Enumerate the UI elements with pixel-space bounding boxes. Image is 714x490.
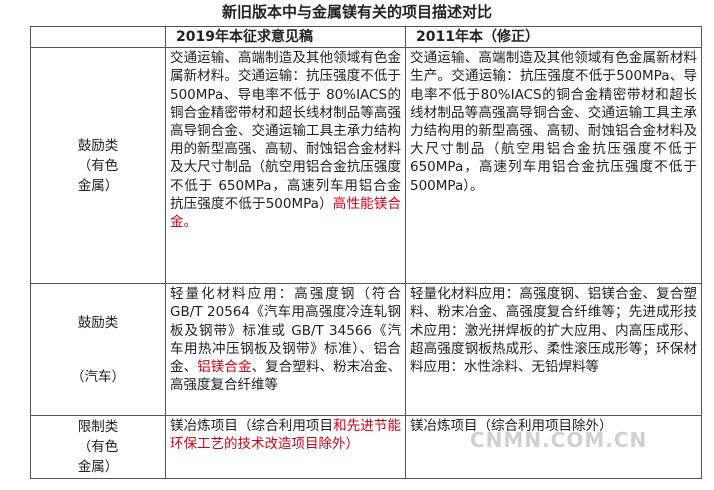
cell: 交通运输、高端制造及其他领域有色金属新材料。交通运输：抗压强度不低于 500MP… bbox=[165, 47, 406, 285]
cell-text: 镁冶炼项目（综合利用项目 bbox=[170, 418, 334, 435]
cell-text: 轻量化材料应用：高强度钢（符合 GB/T 20564《汽车用高强度冷连轧钢板及钢… bbox=[170, 286, 401, 376]
cell-text: 交通运输、高端制造及其他领域有色金属新材料生产。交通运输：抗压强度不低于500M… bbox=[410, 50, 697, 194]
header-cell: 2019年本征求意见稿 bbox=[165, 25, 406, 49]
cell-text: 轻量化材料应用：高强度钢、铝镁合金、复合塑料、粉末冶金、高强度复合纤维等；先进成… bbox=[410, 286, 697, 376]
cell-text: 镁冶炼项目（综合利用项目除外） bbox=[410, 418, 613, 435]
table-row: 鼓励类 （汽车） 轻量化材料应用：高强度钢（符合 GB/T 20564《汽车用高强度… bbox=[30, 283, 702, 417]
table-row: 限制类 （有色金属） 镁冶炼项目（综合利用项目和先进节能环保工艺的技术改造项目除外）… bbox=[30, 415, 702, 480]
cell: 轻量化材料应用：高强度钢（符合 GB/T 20564《汽车用高强度冷连轧钢板及钢… bbox=[165, 283, 406, 417]
cell-text: 、复合塑料、粉末冶金、高强度复合纤维等 bbox=[170, 359, 401, 394]
row-label-line: 金属） bbox=[77, 177, 119, 194]
row-label: 限制类 （有色金属） bbox=[30, 415, 166, 480]
row-label-line: （有色 bbox=[77, 157, 119, 174]
row-label-line: （有色 bbox=[77, 439, 119, 456]
cell: 镁冶炼项目（综合利用项目除外） bbox=[405, 415, 702, 480]
row-label-line: 限制类 bbox=[77, 419, 119, 436]
cell-text: 交通运输、高端制造及其他领域有色金属新材料。交通运输：抗压强度不低于 500MP… bbox=[170, 50, 401, 212]
row-label: 鼓励类 （汽车） bbox=[30, 283, 166, 417]
header-row: 2019年本征求意见稿 2011年本（修正） bbox=[30, 25, 702, 49]
cell: 轻量化材料应用：高强度钢、铝镁合金、复合塑料、粉末冶金、高强度复合纤维等；先进成… bbox=[405, 283, 702, 417]
row-label: 鼓励类 （有色金属） bbox=[30, 47, 166, 285]
row-label-line: 金属） bbox=[77, 459, 119, 476]
watermark: CNMN.COM.CN bbox=[470, 428, 648, 452]
cell-text: 高性能镁合金。 bbox=[170, 195, 401, 231]
table-row: 鼓励类 （有色金属） 交通运输、高端制造及其他领域有色金属新材料。交通运输：抗压强度… bbox=[30, 47, 702, 285]
cell: 交通运输、高端制造及其他领域有色金属新材料生产。交通运输：抗压强度不低于500M… bbox=[405, 47, 702, 285]
comparison-table: 2019年本征求意见稿 2011年本（修正） 鼓励类 （有色 金属） 交通运输、高端制造… bbox=[30, 25, 702, 480]
cell-text: 和先进节能环保工艺的技术改造项目除外） bbox=[170, 418, 401, 453]
cell-text: 铝镁合金 bbox=[197, 359, 252, 376]
row-label-line: 鼓励类 bbox=[77, 137, 119, 154]
cell: 镁冶炼项目（综合利用项目和先进节能环保工艺的技术改造项目除外） bbox=[165, 415, 406, 480]
row-label-line: （汽车） bbox=[71, 368, 125, 385]
header-cell bbox=[30, 25, 166, 49]
header-cell: 2011年本（修正） bbox=[405, 25, 702, 49]
title: 新旧版本中与金属镁有关的项目描述对比 bbox=[221, 3, 492, 21]
row-label-line: 鼓励类 bbox=[77, 314, 119, 331]
